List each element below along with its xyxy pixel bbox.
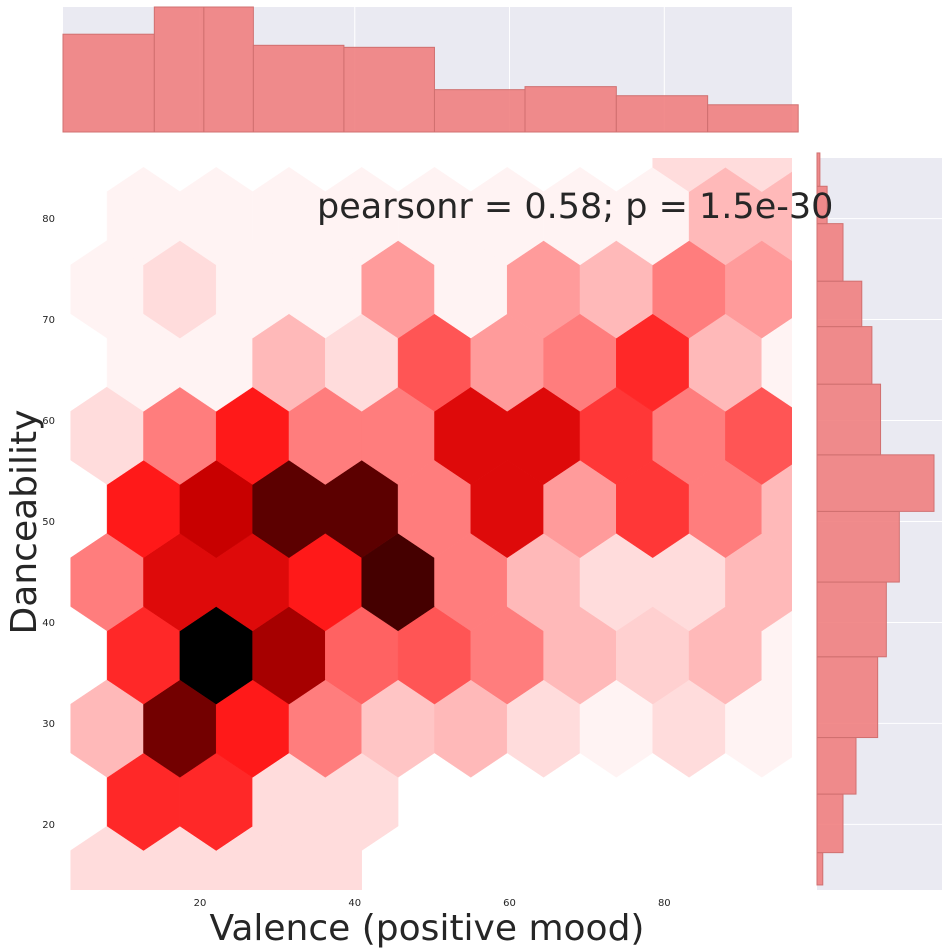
top-histogram-bar — [707, 104, 799, 133]
right-histogram-bar — [816, 656, 879, 739]
y-tick-label: 80 — [42, 214, 55, 225]
x-tick-labels: 20 40 60 80 — [194, 898, 671, 909]
top-marginal-histogram — [62, 6, 799, 133]
y-tick-label: 30 — [42, 719, 55, 730]
right-histogram-bar — [816, 852, 824, 886]
y-tick-label: 50 — [42, 517, 55, 528]
top-histogram-bar — [252, 44, 345, 133]
top-histogram-bar — [343, 46, 435, 133]
right-histogram-bar — [816, 383, 882, 456]
pearson-annotation: pearsonr = 0.58; p = 1.5e-30 — [317, 187, 833, 227]
top-histogram-bar — [433, 89, 526, 133]
y-tick-label: 60 — [42, 416, 55, 427]
y-tick-label: 70 — [42, 315, 55, 326]
top-histogram-bar — [62, 33, 155, 133]
top-histogram-bar — [153, 6, 205, 133]
hexbin-panel: 20 40 60 80 20 30 40 50 60 70 80 — [42, 158, 792, 909]
hexbin-cell — [652, 158, 726, 193]
right-histogram-bar — [816, 793, 844, 854]
top-marginal-bars — [62, 6, 799, 133]
y-tick-label: 20 — [42, 820, 55, 831]
right-marginal-bars — [816, 152, 935, 886]
x-tick-label: 80 — [658, 898, 671, 909]
y-tick-label: 40 — [42, 618, 55, 629]
y-tick-labels: 20 30 40 50 60 70 80 — [42, 214, 55, 831]
right-histogram-bar — [816, 510, 900, 583]
right-histogram-bar — [816, 454, 935, 512]
right-marginal-histogram — [816, 152, 942, 890]
right-histogram-bar — [816, 326, 873, 385]
x-tick-label: 20 — [194, 898, 207, 909]
right-histogram-bar — [816, 737, 857, 795]
x-tick-label: 60 — [503, 898, 516, 909]
x-axis-label: Valence (positive mood) — [210, 908, 645, 949]
right-histogram-bar — [816, 152, 821, 187]
hexbin-cells — [70, 158, 792, 890]
right-histogram-bar — [816, 185, 828, 225]
x-tick-label: 40 — [348, 898, 361, 909]
right-histogram-bar — [816, 280, 863, 328]
top-histogram-bar — [615, 95, 709, 133]
hexbin-cell — [725, 158, 792, 193]
right-histogram-bar — [816, 581, 887, 658]
top-histogram-bar — [203, 6, 254, 133]
top-histogram-bar — [524, 86, 617, 133]
right-histogram-bar — [816, 223, 844, 282]
y-axis-label: Danceability — [4, 410, 45, 635]
